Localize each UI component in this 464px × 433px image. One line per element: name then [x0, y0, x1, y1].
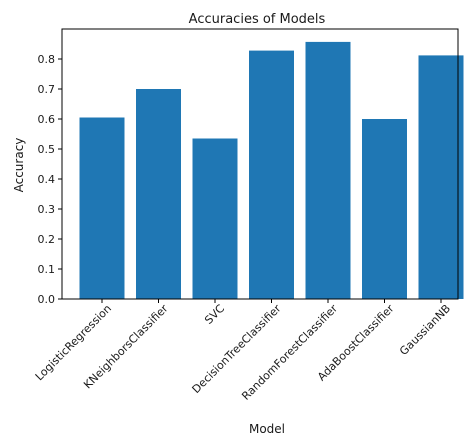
y-tick-label: 0.3: [38, 203, 56, 216]
y-tick-label: 0.1: [38, 263, 56, 276]
y-tick-label: 0.2: [38, 233, 56, 246]
y-axis: 0.0 0.1 0.2 0.3 0.4 0.5 0.6 0.7 0.8: [38, 53, 62, 306]
bar-GaussianNB: [418, 55, 464, 300]
x-tick-label: GaussianNB: [397, 302, 453, 358]
bars-group: [79, 41, 464, 300]
bar-DecisionTreeClassifier: [249, 50, 294, 299]
y-tick-label: 0.4: [38, 173, 56, 186]
chart-title: Accuracies of Models: [189, 12, 326, 27]
bar-AdaBoostClassifier: [362, 119, 407, 299]
x-tick-label: SVC: [202, 302, 227, 327]
bar-KNeighborsClassifier: [136, 89, 181, 299]
y-tick-label: 0.7: [38, 83, 56, 96]
bar-SVC: [192, 138, 238, 299]
y-axis-title: Accuracy: [12, 138, 26, 193]
y-tick-label: 0.6: [38, 113, 56, 126]
x-axis-title: Model: [249, 422, 285, 433]
bar-LogisticRegression: [79, 117, 125, 299]
y-tick-label: 0.5: [38, 143, 56, 156]
bar-RandomForestClassifier: [305, 41, 351, 300]
plot-frame: [61, 28, 459, 300]
y-tick-label: 0.8: [38, 53, 56, 66]
y-tick-label: 0.0: [38, 293, 56, 306]
x-tick-label: RandomForestClassifier: [239, 302, 340, 403]
